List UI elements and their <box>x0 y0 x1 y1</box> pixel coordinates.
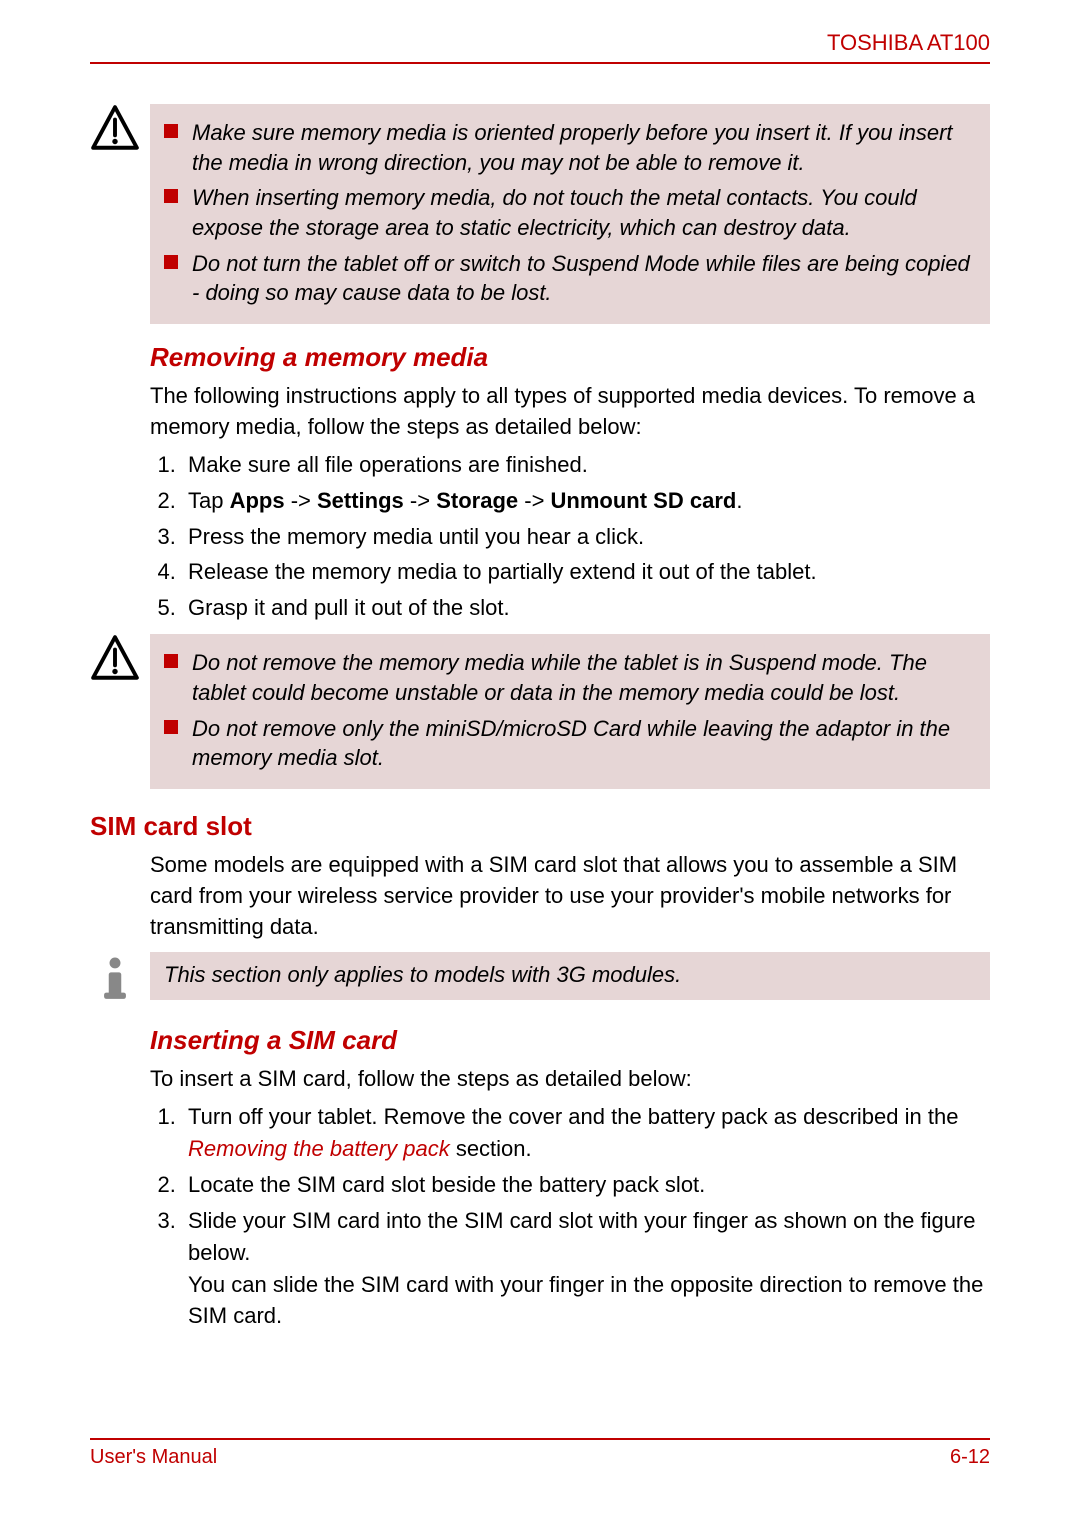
warning-callout-1: Make sure memory media is oriented prope… <box>150 104 990 324</box>
removing-step-2: Tap Apps -> Settings -> Storage -> Unmou… <box>182 485 990 517</box>
product-name: TOSHIBA AT100 <box>827 30 990 55</box>
heading-removing: Removing a memory media <box>150 342 990 373</box>
step2-post: . <box>736 488 742 513</box>
warning-body-1: Make sure memory media is oriented prope… <box>150 104 990 324</box>
warning-body-2: Do not remove the memory media while the… <box>150 634 990 789</box>
removing-step-1: Make sure all file operations are finish… <box>182 449 990 481</box>
sim-intro: Some models are equipped with a SIM card… <box>150 850 990 942</box>
warning1-item: Do not turn the tablet off or switch to … <box>164 249 976 308</box>
step2-apps: Apps <box>230 488 285 513</box>
page-header: TOSHIBA AT100 <box>90 30 990 64</box>
warning1-item: Make sure memory media is oriented prope… <box>164 118 976 177</box>
step2-storage: Storage <box>436 488 518 513</box>
page-content: Make sure memory media is oriented prope… <box>150 104 990 1332</box>
inserting-steps: Turn off your tablet. Remove the cover a… <box>150 1101 990 1332</box>
warning1-item: When inserting memory media, do not touc… <box>164 183 976 242</box>
step2-settings: Settings <box>317 488 404 513</box>
heading-inserting: Inserting a SIM card <box>150 1025 990 1056</box>
inserting-step-3: Slide your SIM card into the SIM card sl… <box>182 1205 990 1333</box>
info-callout: This section only applies to models with… <box>150 952 990 1007</box>
step1-post: section. <box>450 1136 532 1161</box>
step2-arrow: -> <box>404 488 436 513</box>
info-body: This section only applies to models with… <box>150 952 990 1000</box>
page-footer: User's Manual 6-12 <box>90 1438 990 1469</box>
warning-icon <box>90 104 146 159</box>
step1-pre: Turn off your tablet. Remove the cover a… <box>188 1104 958 1129</box>
warning-callout-2: Do not remove the memory media while the… <box>150 634 990 789</box>
page: TOSHIBA AT100 Make sure memory media is … <box>0 0 1080 1529</box>
warning2-item: Do not remove the memory media while the… <box>164 648 976 707</box>
warning-icon <box>90 634 146 689</box>
step2-text: Tap <box>188 488 230 513</box>
step2-arrow: -> <box>285 488 317 513</box>
heading-sim: SIM card slot <box>90 811 990 842</box>
info-icon <box>90 952 146 1007</box>
removing-step-4: Release the memory media to partially ex… <box>182 556 990 588</box>
removing-steps: Make sure all file operations are finish… <box>150 449 990 624</box>
inserting-intro: To insert a SIM card, follow the steps a… <box>150 1064 990 1095</box>
info-text: This section only applies to models with… <box>164 962 681 987</box>
inserting-step-1: Turn off your tablet. Remove the cover a… <box>182 1101 990 1165</box>
footer-right: 6-12 <box>950 1446 990 1469</box>
removing-intro: The following instructions apply to all … <box>150 381 990 443</box>
footer-left: User's Manual <box>90 1446 217 1469</box>
warning2-item: Do not remove only the miniSD/microSD Ca… <box>164 714 976 773</box>
step2-unmount: Unmount SD card <box>551 488 737 513</box>
step2-arrow: -> <box>518 488 550 513</box>
inserting-step-2: Locate the SIM card slot beside the batt… <box>182 1169 990 1201</box>
removing-step-3: Press the memory media until you hear a … <box>182 521 990 553</box>
removing-step-5: Grasp it and pull it out of the slot. <box>182 592 990 624</box>
step1-link[interactable]: Removing the battery pack <box>188 1136 450 1161</box>
